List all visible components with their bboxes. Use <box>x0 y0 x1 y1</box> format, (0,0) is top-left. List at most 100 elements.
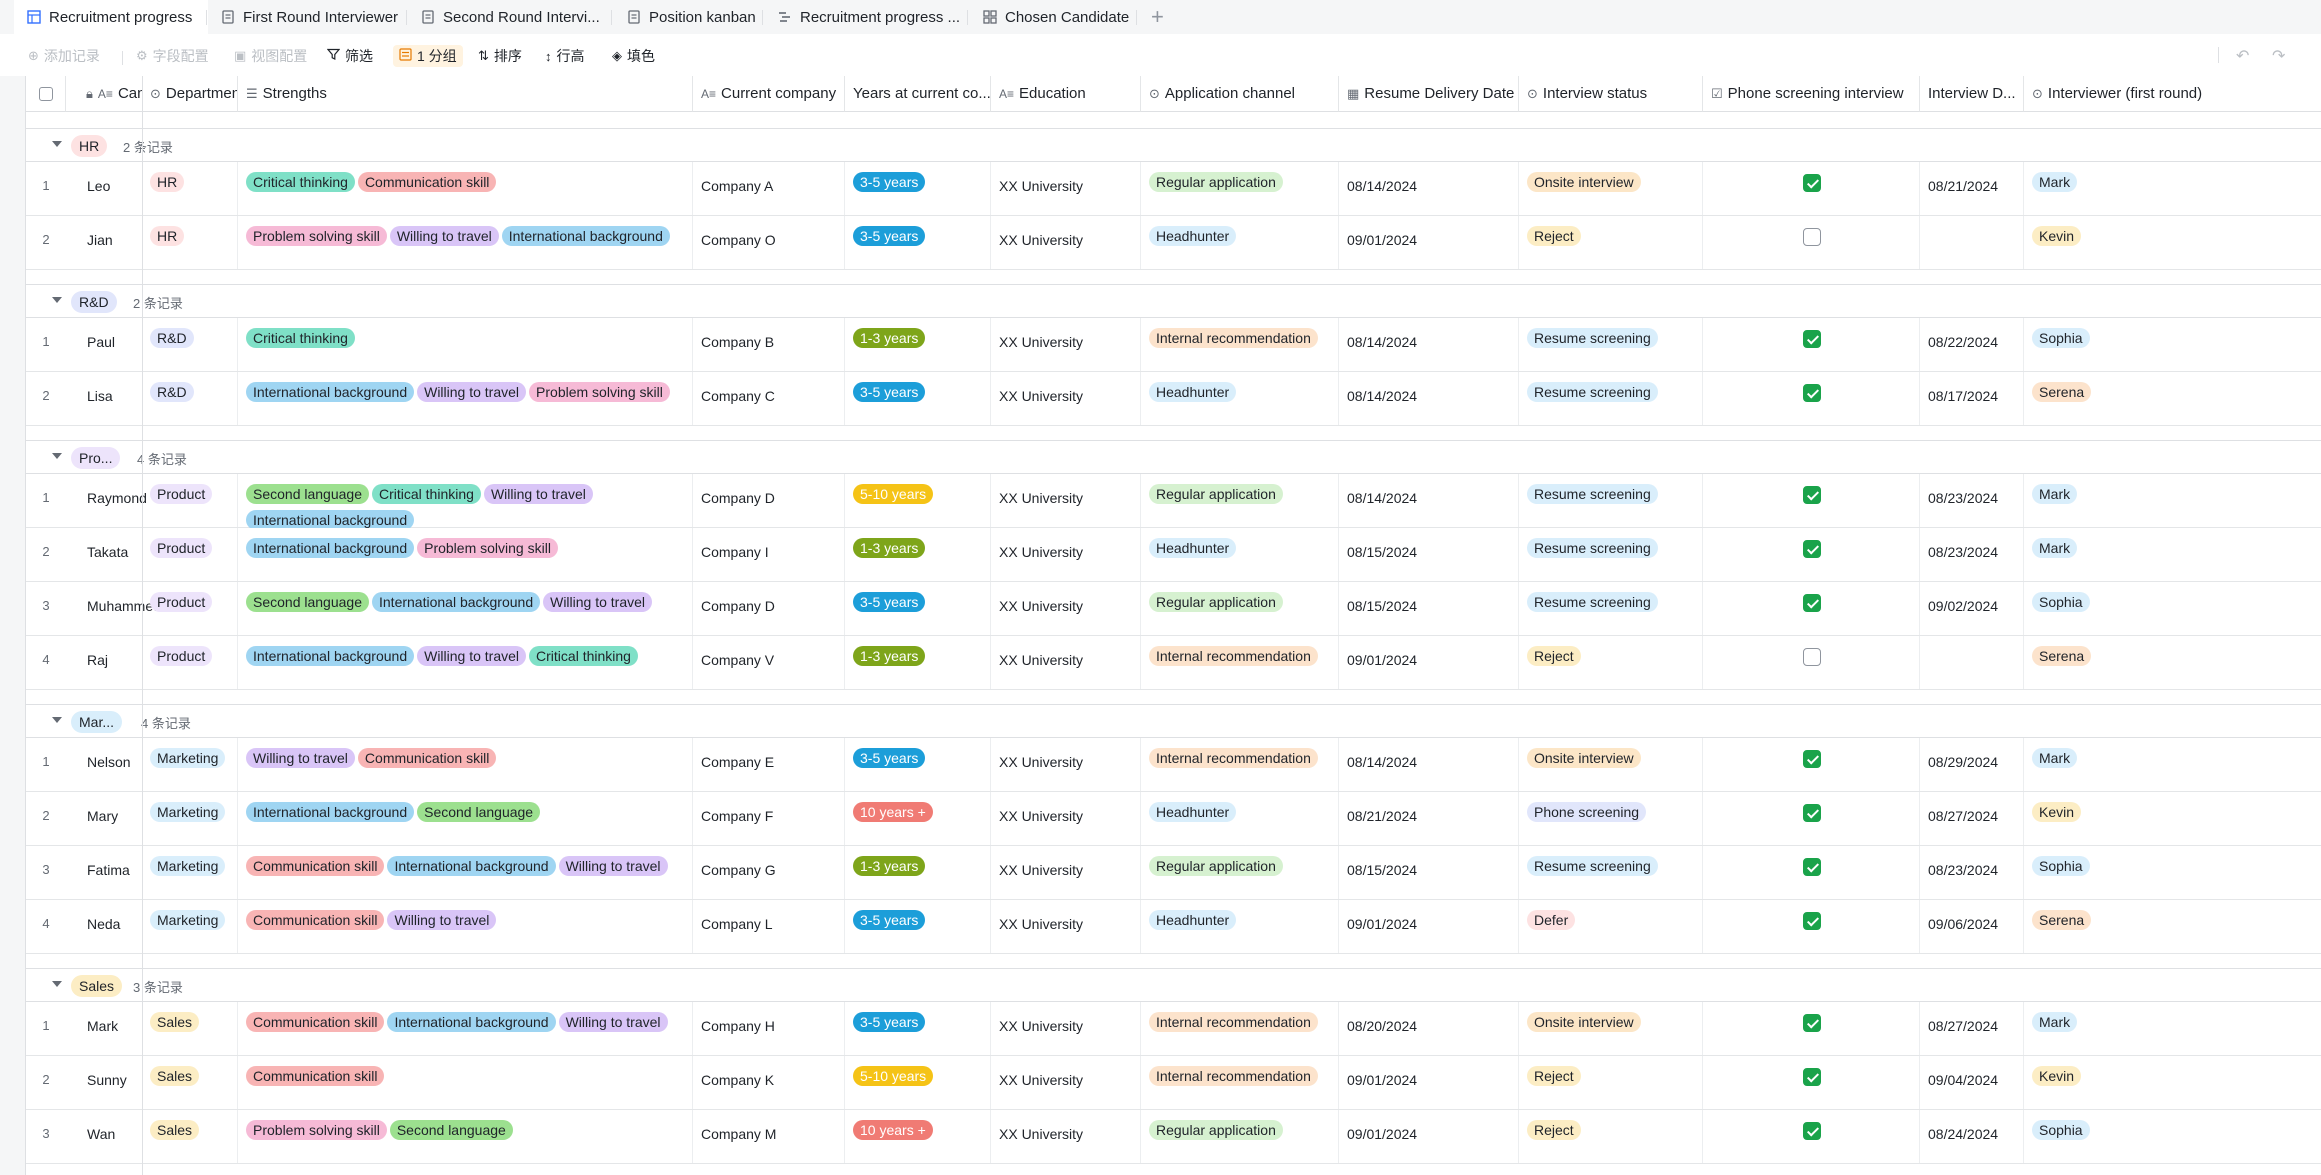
cell-education[interactable]: XX University <box>991 1056 1141 1109</box>
cell-years[interactable]: 1-3 years <box>845 846 991 899</box>
phone-screening-checkbox[interactable] <box>1803 1122 1821 1140</box>
header-years[interactable]: Years at current co... <box>845 76 991 112</box>
cell-strengths[interactable]: International background Second language <box>238 792 693 845</box>
tab-first-round-interviewer[interactable]: First Round Interviewer <box>220 0 398 34</box>
cell-interviewer[interactable]: Mark <box>2024 474 2321 527</box>
cell-channel[interactable]: Regular application <box>1141 582 1339 635</box>
table-row[interactable]: 2 Takata Product International background Pr… <box>26 528 2321 582</box>
cell-delivery[interactable]: 08/14/2024 <box>1339 372 1519 425</box>
cell-department[interactable]: Product <box>142 528 238 581</box>
cell-company[interactable]: Company I <box>693 528 845 581</box>
candidate-name[interactable]: Jian <box>87 232 113 248</box>
cell-years[interactable]: 5-10 years <box>845 1056 991 1109</box>
cell-department[interactable]: R&D <box>142 318 238 371</box>
cell-channel[interactable]: Regular application <box>1141 162 1339 215</box>
cell-years[interactable]: 3-5 years <box>845 738 991 791</box>
cell-strengths[interactable]: International background Willing to trave… <box>238 372 693 425</box>
cell-interviewer[interactable]: Serena <box>2024 636 2321 689</box>
table-row[interactable]: 3 Muhammed Product Second language Internati… <box>26 582 2321 636</box>
cell-strengths[interactable]: Communication skill <box>238 1056 693 1109</box>
cell-interviewer[interactable]: Sophia <box>2024 1110 2321 1163</box>
cell-strengths[interactable]: Willing to travel Communication skill <box>238 738 693 791</box>
sort-button[interactable]: ⇅ 排序 <box>478 45 522 67</box>
table-row[interactable]: 2 Sunny Sales Communication skill Company K 5… <box>26 1056 2321 1110</box>
header-candidate[interactable]: 🔒︎ A≡ Candidate <box>66 76 142 112</box>
cell-idate[interactable]: 08/17/2024 <box>1920 372 2024 425</box>
header-interview-date[interactable]: Interview D... <box>1920 76 2024 112</box>
phone-screening-checkbox[interactable] <box>1803 1014 1821 1032</box>
cell-education[interactable]: XX University <box>991 738 1141 791</box>
cell-strengths[interactable]: International background Problem solving … <box>238 528 693 581</box>
candidate-name[interactable]: Nelson <box>87 754 131 770</box>
cell-interviewer[interactable]: Kevin <box>2024 216 2321 269</box>
group-header[interactable]: HR 2 条记录 <box>26 128 2321 162</box>
cell-delivery[interactable]: 08/21/2024 <box>1339 792 1519 845</box>
cell-idate[interactable]: 09/02/2024 <box>1920 582 2024 635</box>
cell-department[interactable]: Marketing <box>142 846 238 899</box>
cell-interviewer[interactable]: Mark <box>2024 738 2321 791</box>
group-header[interactable]: Pro... 4 条记录 <box>26 440 2321 474</box>
cell-education[interactable]: XX University <box>991 846 1141 899</box>
cell-phone[interactable] <box>1703 636 1920 689</box>
tab-recruitment-progress[interactable]: Recruitment progress <box>14 0 208 37</box>
undo-button[interactable]: ↶ <box>2236 45 2249 67</box>
cell-idate[interactable] <box>1920 216 2024 269</box>
cell-years[interactable]: 3-5 years <box>845 162 991 215</box>
table-row[interactable]: 2 Lisa R&D International background Willing … <box>26 372 2321 426</box>
phone-screening-checkbox[interactable] <box>1803 540 1821 558</box>
cell-years[interactable]: 10 years + <box>845 1110 991 1163</box>
cell-delivery[interactable]: 08/14/2024 <box>1339 162 1519 215</box>
cell-status[interactable]: Onsite interview <box>1519 1002 1703 1055</box>
tab-chosen-candidate[interactable]: Chosen Candidate <box>982 0 1129 34</box>
cell-delivery[interactable]: 08/14/2024 <box>1339 318 1519 371</box>
cell-interviewer[interactable]: Serena <box>2024 372 2321 425</box>
cell-status[interactable]: Reject <box>1519 216 1703 269</box>
cell-status[interactable]: Onsite interview <box>1519 738 1703 791</box>
cell-status[interactable]: Resume screening <box>1519 318 1703 371</box>
collapse-caret-icon[interactable] <box>52 297 62 303</box>
group-header[interactable]: R&D 2 条记录 <box>26 284 2321 318</box>
collapse-caret-icon[interactable] <box>52 717 62 723</box>
cell-years[interactable]: 3-5 years <box>845 216 991 269</box>
cell-years[interactable]: 3-5 years <box>845 582 991 635</box>
cell-delivery[interactable]: 09/01/2024 <box>1339 900 1519 953</box>
table-row[interactable]: 1 Leo HR Critical thinking Communication ski… <box>26 162 2321 216</box>
cell-company[interactable]: Company F <box>693 792 845 845</box>
cell-idate[interactable]: 08/24/2024 <box>1920 1110 2024 1163</box>
cell-phone[interactable] <box>1703 846 1920 899</box>
header-interviewer-first-round[interactable]: ⊙ Interviewer (first round) <box>2024 76 2321 112</box>
cell-education[interactable]: XX University <box>991 636 1141 689</box>
tab-position-kanban[interactable]: Position kanban <box>626 0 756 34</box>
cell-channel[interactable]: Headhunter <box>1141 216 1339 269</box>
candidate-name[interactable]: Wan <box>87 1126 116 1142</box>
cell-status[interactable]: Resume screening <box>1519 372 1703 425</box>
cell-idate[interactable]: 08/23/2024 <box>1920 474 2024 527</box>
cell-department[interactable]: Product <box>142 636 238 689</box>
group-header[interactable]: Mar... 4 条记录 <box>26 704 2321 738</box>
header-current-company[interactable]: A≡ Current company <box>693 76 845 112</box>
table-row[interactable]: 2 Mary Marketing International background Se… <box>26 792 2321 846</box>
cell-years[interactable]: 3-5 years <box>845 372 991 425</box>
group-header[interactable]: Sales 3 条记录 <box>26 968 2321 1002</box>
cell-status[interactable]: Phone screening <box>1519 792 1703 845</box>
cell-status[interactable]: Resume screening <box>1519 474 1703 527</box>
cell-company[interactable]: Company O <box>693 216 845 269</box>
candidate-name[interactable]: Sunny <box>87 1072 127 1088</box>
cell-channel[interactable]: Headhunter <box>1141 792 1339 845</box>
cell-channel[interactable]: Internal recommendation <box>1141 1056 1339 1109</box>
cell-strengths[interactable]: Problem solving skill Second language <box>238 1110 693 1163</box>
cell-education[interactable]: XX University <box>991 528 1141 581</box>
phone-screening-checkbox[interactable] <box>1803 648 1821 666</box>
cell-education[interactable]: XX University <box>991 582 1141 635</box>
cell-company[interactable]: Company H <box>693 1002 845 1055</box>
cell-department[interactable]: Marketing <box>142 738 238 791</box>
cell-company[interactable]: Company E <box>693 738 845 791</box>
cell-strengths[interactable]: Communication skill Willing to travel <box>238 900 693 953</box>
cell-company[interactable]: Company D <box>693 474 845 527</box>
cell-strengths[interactable]: Problem solving skill Willing to travel In… <box>238 216 693 269</box>
candidate-name[interactable]: Lisa <box>87 388 113 404</box>
cell-strengths[interactable]: Communication skill International backgro… <box>238 1002 693 1055</box>
table-row[interactable]: 1 Raymond Product Second language Critical t… <box>26 474 2321 530</box>
cell-channel[interactable]: Internal recommendation <box>1141 636 1339 689</box>
select-all-checkbox[interactable] <box>39 86 53 101</box>
